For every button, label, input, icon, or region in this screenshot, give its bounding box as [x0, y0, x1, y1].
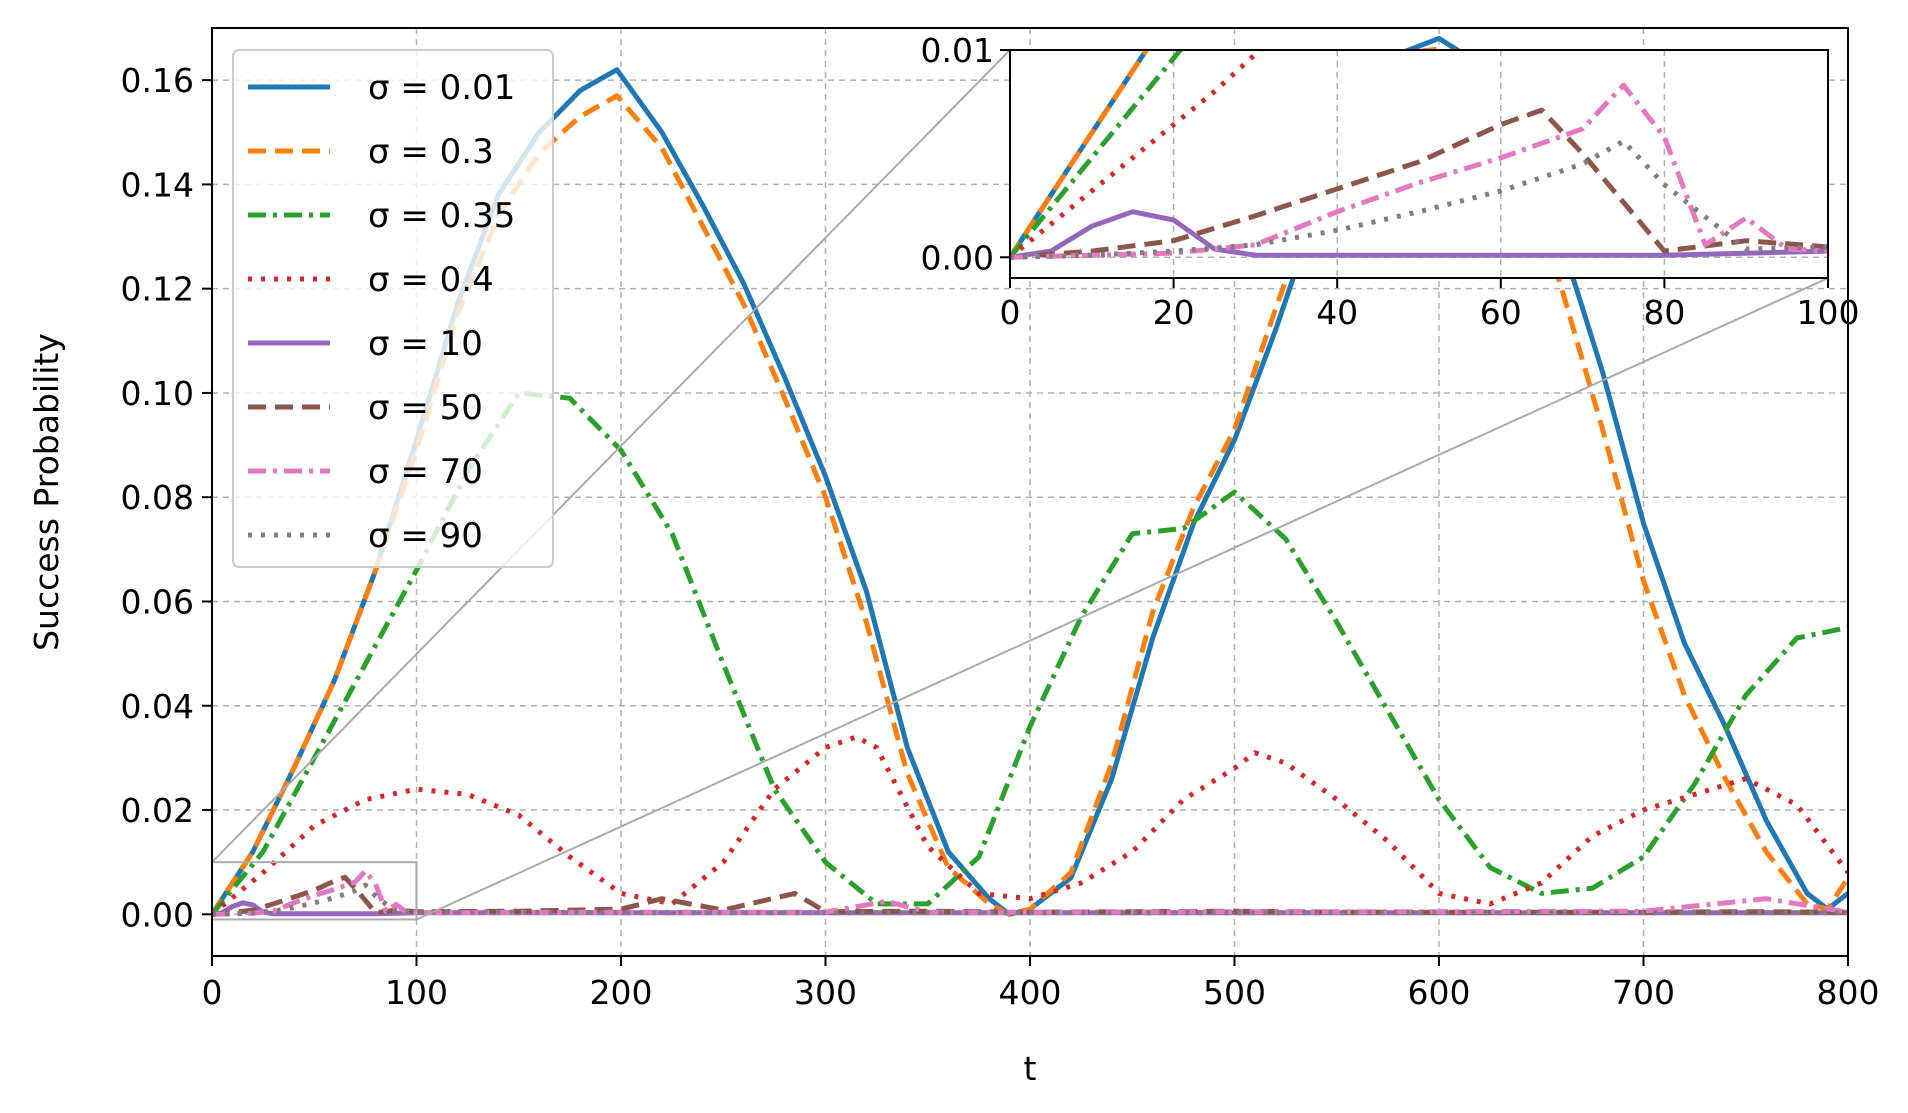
inset-x-tick-label: 0	[1000, 293, 1021, 332]
zoom-connector-line	[211, 49, 1011, 863]
inset-x-axis: 0 20 40 60 80 100	[1000, 278, 1860, 332]
x-tick-label: 0	[202, 973, 223, 1012]
inset-x-tick-label: 100	[1797, 293, 1860, 332]
inset-plot: 0 20 40 60 80 100 0.00 0.01	[921, 31, 1860, 332]
x-tick-label: 700	[1612, 973, 1675, 1012]
inset-series-line-5	[1010, 107, 1828, 260]
legend-label-0: σ = 0.01	[368, 68, 515, 108]
inset-series-line-6	[1010, 82, 1828, 260]
legend-label-4: σ = 10	[368, 324, 483, 364]
x-tick-label: 800	[1817, 973, 1880, 1012]
x-tick-label: 200	[590, 973, 653, 1012]
legend: σ = 0.01 σ = 0.3 σ = 0.35 σ = 0.4 σ = 10 σ = …	[232, 49, 554, 568]
legend-label-5: σ = 50	[368, 388, 483, 428]
x-tick-label: 600	[1408, 973, 1471, 1012]
y-tick-label: 0.12	[121, 270, 194, 309]
x-tick-label: 500	[1203, 973, 1266, 1012]
legend-label-1: σ = 0.3	[368, 132, 494, 172]
x-axis-label: t	[1024, 1049, 1037, 1088]
y-tick-label: 0.02	[121, 791, 194, 830]
y-tick-label: 0.06	[121, 582, 194, 621]
inset-series-line-4	[1010, 209, 1828, 260]
y-axis-label: Success Probability	[27, 333, 66, 651]
inset-series-line-7	[1010, 138, 1828, 260]
legend-label-2: σ = 0.35	[368, 196, 515, 236]
series-line-3	[212, 734, 1848, 917]
inset-series-group	[1010, 50, 1828, 260]
inset-x-tick-label: 40	[1316, 293, 1358, 332]
zoom-connector-line	[416, 277, 1829, 921]
series-line-7	[212, 882, 1848, 917]
legend-box	[232, 49, 554, 568]
y-tick-label: 0.00	[121, 895, 194, 934]
series-line-6	[212, 868, 1848, 917]
inset-x-tick-label: 80	[1643, 293, 1685, 332]
inset-x-tick-label: 60	[1480, 293, 1522, 332]
x-tick-label: 300	[794, 973, 857, 1012]
legend-label-6: σ = 70	[368, 452, 483, 492]
inset-x-tick-label: 20	[1153, 293, 1195, 332]
main-y-axis: 0.00 0.02 0.04 0.06 0.08 0.10 0.12 0.14 0.16	[121, 61, 212, 934]
y-tick-label: 0.04	[121, 687, 194, 726]
x-tick-label: 400	[999, 973, 1062, 1012]
inset-frame	[1009, 49, 1829, 279]
y-tick-label: 0.16	[121, 61, 194, 100]
y-tick-label: 0.08	[121, 478, 194, 517]
legend-label-3: σ = 0.4	[368, 260, 494, 300]
legend-label-7: σ = 90	[368, 516, 483, 556]
inset-y-axis: 0.00 0.01	[921, 31, 1010, 277]
inset-y-tick-label: 0.01	[921, 31, 994, 70]
y-tick-label: 0.10	[121, 374, 194, 413]
x-tick-label: 100	[385, 973, 448, 1012]
series-line-5	[212, 874, 1848, 917]
inset-y-tick-label: 0.00	[921, 238, 994, 277]
main-x-axis: 0 100 200 300 400 500 600 700 800	[202, 956, 1880, 1012]
y-tick-label: 0.14	[121, 165, 194, 204]
